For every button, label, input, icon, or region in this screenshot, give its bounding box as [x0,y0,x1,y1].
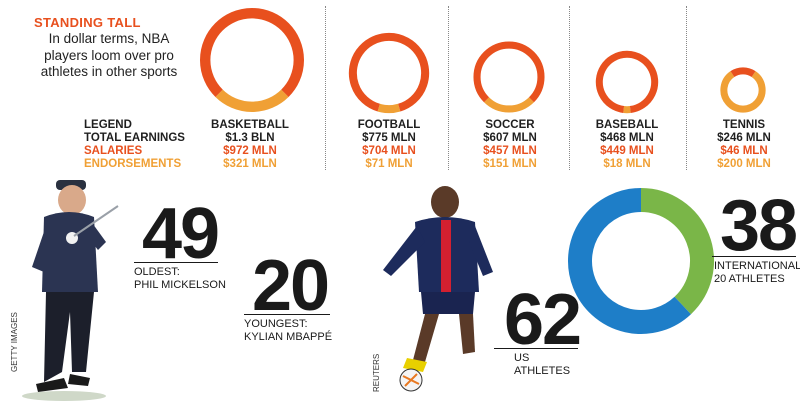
sport-total: $1.3 BLN [225,132,275,144]
donut-us [568,188,691,334]
sport-endorsements: $200 MLN [717,158,771,170]
legend: LEGEND TOTAL EARNINGS SALARIES ENDORSEME… [84,119,185,171]
youngest-caption-line: KYLIAN MBAPPÉ [244,331,333,343]
sport-salaries: $46 MLN [720,145,768,157]
graphic-subtitle: In dollar terms, NBA players loom over p… [40,31,178,79]
sport-name: BASEBALL [595,119,659,131]
intl-athletes-rule [712,256,796,257]
golfer-photo [22,180,119,401]
legend-salaries: SALARIES [84,145,143,157]
sport-salaries: $972 MLN [223,145,277,157]
column-separator [448,6,449,170]
soccer-player-photo [383,186,493,392]
donut-salaries-football [348,32,430,112]
sport-salaries: $704 MLN [362,145,416,157]
sport-soccer: SOCCER $607 MLN $457 MLN $151 MLN [455,119,565,171]
oldest-age-value: 49 [142,194,220,274]
donut-endorsements-tennis [720,71,766,113]
sport-total: $246 MLN [717,132,771,144]
donut-endorsements-football [377,103,401,114]
us-athletes-caption: US ATHLETES [514,352,570,378]
column-separator [569,6,570,170]
legend-total: TOTAL EARNINGS [84,132,185,144]
sport-name: FOOTBALL [357,119,421,131]
donut-endorsements-soccer [484,97,534,113]
donut-salaries-soccer [473,41,545,103]
us-athletes-rule [494,348,578,349]
sport-endorsements: $71 MLN [365,158,413,170]
legend-heading: LEGEND [84,119,132,131]
legend-endorsements: ENDORSEMENTS [84,158,182,170]
sport-total: $775 MLN [362,132,416,144]
us-athletes-caption-line: US [514,352,530,364]
donut-salaries-baseball [595,50,659,113]
oldest-rule [134,262,218,263]
sport-total: $607 MLN [483,132,537,144]
sport-basketball: BASKETBALL $1.3 BLN $972 MLN $321 MLN [195,119,305,171]
photo-credit-right: REUTERS [372,353,381,392]
sport-salaries: $457 MLN [483,145,537,157]
column-separator [325,6,326,170]
sport-name: SOCCER [485,119,535,131]
donut-salaries-tennis [730,67,756,78]
sport-endorsements: $151 MLN [483,158,537,170]
sport-name: BASKETBALL [211,119,289,131]
donut-salaries-basketball [200,8,304,97]
oldest-caption: OLDEST: PHIL MICKELSON [134,266,226,292]
oldest-caption-line: OLDEST: [134,266,180,278]
photo-credit-left: GETTY IMAGES [10,312,19,372]
graphic-title: STANDING TALL [34,15,141,30]
sport-salaries: $449 MLN [600,145,654,157]
sport-tennis: TENNIS $246 MLN $46 MLN $200 MLN [689,119,799,171]
us-athletes-value: 62 [504,280,582,360]
youngest-age-value: 20 [252,246,330,326]
youngest-caption-line: YOUNGEST: [244,318,308,330]
sport-endorsements: $321 MLN [223,158,277,170]
sport-baseball: BASEBALL $468 MLN $449 MLN $18 MLN [572,119,682,171]
youngest-rule [244,314,330,315]
oldest-caption-line: PHIL MICKELSON [134,279,226,291]
youngest-caption: YOUNGEST: KYLIAN MBAPPÉ [244,318,332,344]
intl-athletes-caption-line: INTERNATIONAL [714,260,800,272]
intl-athletes-value: 38 [720,186,798,266]
sport-endorsements: $18 MLN [603,158,651,170]
intl-athletes-caption-line: 20 ATHLETES [714,273,785,285]
donut-endorsements-basketball [215,89,289,112]
column-separator [686,6,687,170]
sport-football: FOOTBALL $775 MLN $704 MLN $71 MLN [334,119,444,171]
intl-athletes-caption: INTERNATIONAL 20 ATHLETES [714,260,800,286]
us-athletes-caption-line: ATHLETES [514,365,571,377]
sport-name: TENNIS [722,119,766,131]
donut-international [640,188,714,315]
sport-total: $468 MLN [600,132,654,144]
